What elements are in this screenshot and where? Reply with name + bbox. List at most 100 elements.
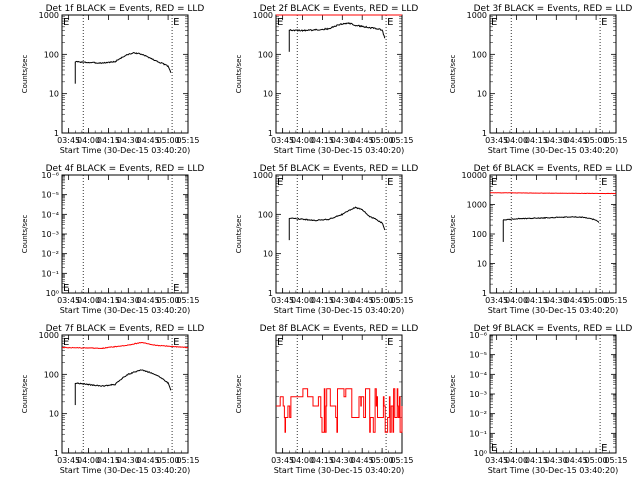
panel-9: Det 9f BLACK = Events, RED = LLD 10⁰ 10⁻¹ 1… xyxy=(449,324,632,475)
y-tick-label: 100 xyxy=(44,370,59,379)
panel-title: Det 8f BLACK = Events, RED = LLD xyxy=(260,324,419,334)
lld-series-line xyxy=(490,192,617,195)
x-tick-label: 04:30 xyxy=(331,296,354,305)
x-tick-label: 04:30 xyxy=(545,136,568,145)
x-tick-label: 05:00 xyxy=(585,296,608,305)
x-tick-label: 05:15 xyxy=(390,296,413,305)
x-axis-label: Start Time (30-Dec-15 03:40:20) xyxy=(60,466,191,475)
y-tick-label: 10 xyxy=(263,250,273,259)
y-tick-label: 10⁻⁶ xyxy=(41,171,59,180)
e-marker: E xyxy=(173,283,179,294)
plot-frame xyxy=(489,334,617,454)
x-tick-label: 04:00 xyxy=(505,296,528,305)
y-tick-label: 1 xyxy=(268,289,273,298)
x-tick-label: 05:00 xyxy=(157,456,180,465)
y-tick-label: 10 xyxy=(477,260,487,269)
x-tick-label: 03:45 xyxy=(271,296,294,305)
panel-title: Det 2f BLACK = Events, RED = LLD xyxy=(260,4,419,14)
y-axis-label: Counts/sec xyxy=(449,215,457,254)
y-tick-label: 1000 xyxy=(467,11,487,20)
x-axis-label: Start Time (30-Dec-15 03:40:20) xyxy=(274,146,405,155)
plot-frame xyxy=(275,174,403,294)
events-series-line xyxy=(289,22,386,39)
x-tick-label: 04:15 xyxy=(525,456,548,465)
x-tick-label: 05:00 xyxy=(371,296,394,305)
e-marker: E xyxy=(387,17,393,28)
y-tick-label: 10⁻³ xyxy=(469,390,487,399)
plot-frame xyxy=(61,174,189,294)
y-tick-label: 10⁻¹ xyxy=(469,429,487,438)
plot-frame xyxy=(61,14,189,134)
panel-title: Det 9f BLACK = Events, RED = LLD xyxy=(474,324,633,334)
x-tick-label: 04:00 xyxy=(77,296,100,305)
x-tick-label: 03:45 xyxy=(271,136,294,145)
e-marker: E xyxy=(63,337,69,348)
lld-series-line xyxy=(61,341,189,350)
x-tick-label: 04:30 xyxy=(545,296,568,305)
y-tick-label: 10 xyxy=(477,90,487,99)
y-tick-label: 10⁻⁴ xyxy=(41,210,59,219)
e-marker: E xyxy=(63,283,69,294)
e-marker: E xyxy=(491,443,497,454)
x-tick-label: 04:15 xyxy=(97,296,120,305)
panel-2: Det 2f BLACK = Events, RED = LLD 1 10 100 10… xyxy=(235,4,418,155)
y-tick-label: 10 xyxy=(263,90,273,99)
y-tick-label: 10⁻² xyxy=(41,250,59,259)
panel-title: Det 1f BLACK = Events, RED = LLD xyxy=(46,4,205,14)
y-tick-label: 1 xyxy=(482,129,487,138)
x-tick-label: 04:15 xyxy=(525,136,548,145)
x-tick-label: 03:45 xyxy=(271,456,294,465)
e-marker: E xyxy=(277,337,283,348)
panel-title: Det 6f BLACK = Events, RED = LLD xyxy=(474,164,633,174)
y-tick-label: 10⁻⁴ xyxy=(469,370,487,379)
y-tick-label: 10⁻⁵ xyxy=(469,351,487,360)
y-tick-label: 10⁰ xyxy=(474,449,487,458)
y-tick-label: 100 xyxy=(472,50,487,59)
x-axis-label: Start Time (30-Dec-15 03:40:20) xyxy=(60,146,191,155)
e-marker: E xyxy=(601,17,607,28)
plot-frame xyxy=(275,334,403,454)
x-tick-label: 04:15 xyxy=(311,296,334,305)
panel-title: Det 5f BLACK = Events, RED = LLD xyxy=(260,164,419,174)
x-axis-label: Start Time (30-Dec-15 03:40:20) xyxy=(274,306,405,315)
y-axis-label: Counts/sec xyxy=(449,55,457,94)
y-tick-label: 10⁰ xyxy=(46,289,59,298)
x-axis-label: Start Time (30-Dec-15 03:40:20) xyxy=(60,306,191,315)
y-axis-label: Counts/sec xyxy=(449,375,457,414)
panel-4: Det 4f BLACK = Events, RED = LLD 10⁰ 10⁻¹ 1… xyxy=(21,164,204,315)
y-tick-label: 10⁻⁶ xyxy=(469,331,487,340)
x-tick-label: 03:45 xyxy=(485,136,508,145)
x-axis-label: Start Time (30-Dec-15 03:40:20) xyxy=(488,466,619,475)
y-tick-label: 1 xyxy=(268,129,273,138)
panel-title: Det 3f BLACK = Events, RED = LLD xyxy=(474,4,633,14)
x-tick-label: 05:15 xyxy=(390,456,413,465)
x-tick-label: 05:15 xyxy=(604,136,627,145)
y-tick-label: 1000 xyxy=(253,171,273,180)
y-tick-label: 10 xyxy=(49,410,59,419)
y-tick-label: 1 xyxy=(54,129,59,138)
x-tick-label: 04:45 xyxy=(351,136,374,145)
x-axis-label: Start Time (30-Dec-15 03:40:20) xyxy=(274,466,405,475)
x-tick-label: 04:00 xyxy=(505,456,528,465)
x-axis-label: Start Time (30-Dec-15 03:40:20) xyxy=(488,306,619,315)
panel-6: Det 6f BLACK = Events, RED = LLD 1 10 100 10… xyxy=(449,164,632,315)
x-tick-label: 04:15 xyxy=(97,136,120,145)
e-marker: E xyxy=(601,177,607,188)
x-tick-label: 04:45 xyxy=(565,136,588,145)
x-tick-label: 04:00 xyxy=(291,136,314,145)
y-tick-label: 100 xyxy=(472,230,487,239)
x-tick-label: 04:00 xyxy=(291,456,314,465)
y-tick-label: 10 xyxy=(49,90,59,99)
events-series-line xyxy=(503,216,600,223)
x-tick-label: 04:30 xyxy=(331,456,354,465)
y-tick-label: 1 xyxy=(482,289,487,298)
y-tick-label: 1000 xyxy=(253,11,273,20)
x-tick-label: 04:00 xyxy=(77,136,100,145)
x-tick-label: 04:30 xyxy=(545,456,568,465)
x-tick-label: 04:00 xyxy=(77,456,100,465)
y-tick-label: 1000 xyxy=(39,331,59,340)
x-tick-label: 04:15 xyxy=(311,456,334,465)
panel-title: Det 4f BLACK = Events, RED = LLD xyxy=(46,164,205,174)
e-marker: E xyxy=(387,337,393,348)
